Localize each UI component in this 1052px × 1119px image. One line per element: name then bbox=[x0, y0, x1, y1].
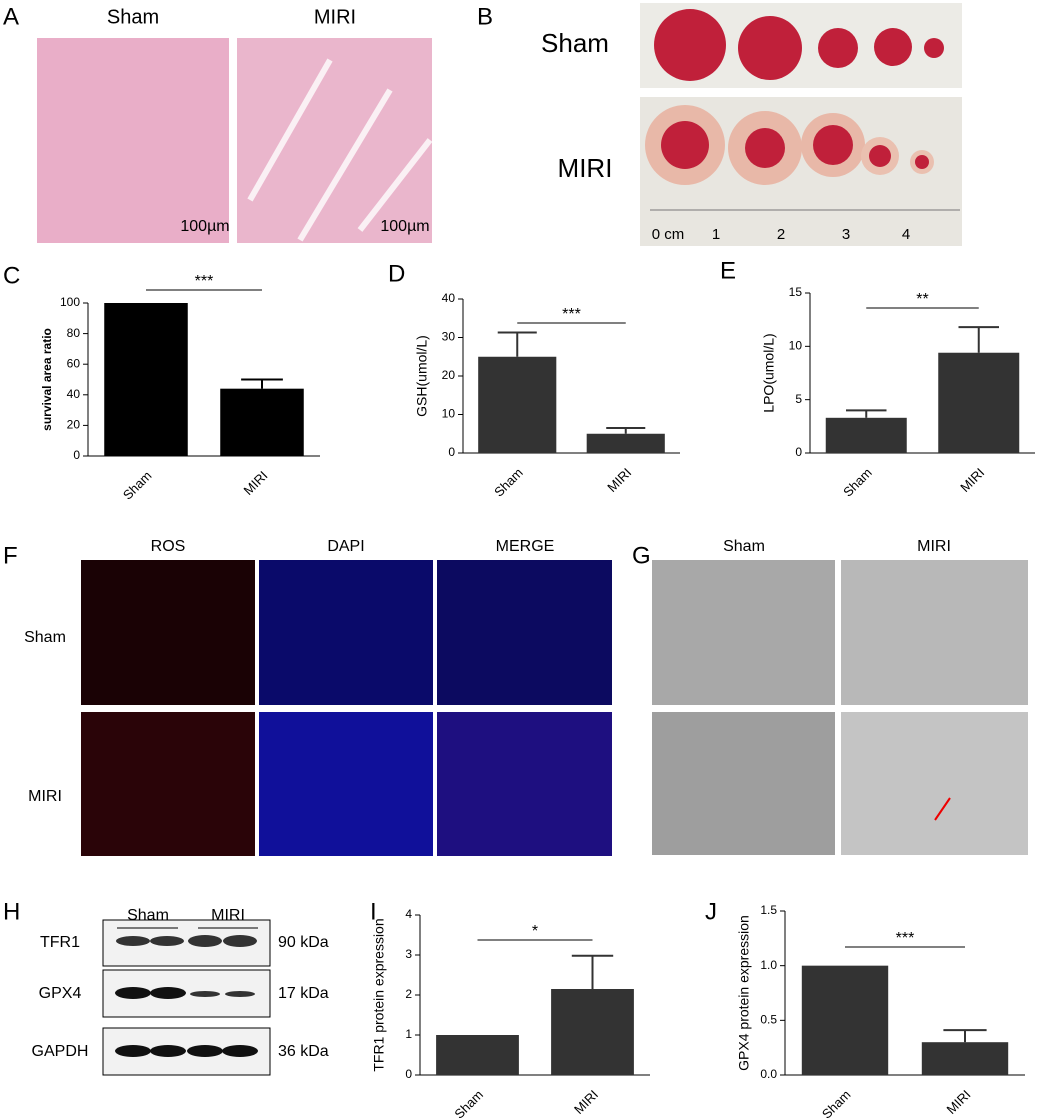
significance-label: *** bbox=[896, 930, 915, 947]
he-image bbox=[37, 38, 229, 243]
group-label: Sham bbox=[24, 629, 66, 646]
ruler-label: 1 bbox=[712, 226, 720, 243]
fluorescence-images bbox=[81, 560, 612, 856]
y-tick-label: 0 bbox=[448, 445, 455, 459]
panel-letter: J bbox=[705, 898, 717, 925]
panel-letter: C bbox=[3, 262, 20, 289]
x-tick-label: MIRI bbox=[604, 465, 634, 495]
bar bbox=[478, 356, 557, 453]
ruler-label: 4 bbox=[902, 226, 910, 243]
channel-label: MERGE bbox=[496, 538, 555, 555]
x-tick-label: Sham bbox=[120, 468, 155, 503]
x-tick-label: Sham bbox=[819, 1087, 854, 1119]
x-tick-label: Sham bbox=[451, 1087, 486, 1119]
y-tick-label: 80 bbox=[67, 326, 81, 340]
protein-label: GAPDH bbox=[32, 1043, 89, 1060]
bar bbox=[921, 1042, 1009, 1075]
channel-label: DAPI bbox=[327, 538, 364, 555]
y-tick-label: 4 bbox=[405, 907, 412, 921]
y-tick-label: 1.5 bbox=[760, 903, 777, 917]
significance-label: ** bbox=[916, 291, 928, 308]
ruler-label: 2 bbox=[777, 226, 785, 243]
group-label: Sham bbox=[541, 28, 609, 58]
western-blot bbox=[102, 919, 271, 1076]
x-tick-label: MIRI bbox=[957, 465, 987, 495]
x-tick-label: MIRI bbox=[944, 1087, 974, 1117]
y-tick-label: 5 bbox=[795, 392, 802, 406]
channel-label: ROS bbox=[151, 538, 186, 555]
significance-label: * bbox=[532, 923, 538, 940]
y-tick-label: 10 bbox=[789, 339, 803, 353]
y-tick-label: 0 bbox=[405, 1067, 412, 1081]
y-tick-label: 20 bbox=[67, 418, 81, 432]
x-tick-label: Sham bbox=[840, 465, 875, 500]
x-tick-label: MIRI bbox=[241, 468, 271, 498]
y-tick-label: 0 bbox=[795, 445, 802, 459]
panel-letter: I bbox=[370, 898, 377, 925]
heart-slices bbox=[645, 9, 944, 185]
bar bbox=[436, 1035, 519, 1075]
y-tick-label: 30 bbox=[442, 330, 456, 344]
significance-label: *** bbox=[195, 273, 214, 290]
protein-label: TFR1 bbox=[40, 934, 80, 951]
protein-label: GPX4 bbox=[39, 985, 82, 1002]
x-tick-label: MIRI bbox=[571, 1087, 601, 1117]
x-tick-label: Sham bbox=[491, 465, 526, 500]
group-label: Sham bbox=[723, 538, 765, 555]
y-axis-label: GPX4 protein expression bbox=[736, 915, 752, 1071]
panel-letter: D bbox=[388, 260, 405, 287]
bar bbox=[551, 989, 634, 1075]
ruler-label: 3 bbox=[842, 226, 850, 243]
y-axis-label: GSH(umol/L) bbox=[414, 335, 430, 417]
y-tick-label: 20 bbox=[442, 368, 456, 382]
group-label: MIRI bbox=[211, 907, 245, 924]
panel-letter: G bbox=[632, 542, 651, 569]
bar bbox=[220, 388, 304, 456]
scale-bar-label: 100µm bbox=[380, 218, 429, 235]
y-axis-label: survival area ratio bbox=[40, 328, 54, 431]
kda-label: 17 kDa bbox=[278, 985, 329, 1002]
group-label: Sham bbox=[107, 6, 159, 28]
bar bbox=[104, 303, 188, 456]
y-tick-label: 40 bbox=[442, 291, 456, 305]
panel-letter: H bbox=[3, 898, 20, 925]
tissue-gaps bbox=[247, 58, 433, 242]
bar bbox=[938, 352, 1020, 453]
group-label: MIRI bbox=[917, 538, 951, 555]
group-label: MIRI bbox=[28, 788, 62, 805]
tem-images bbox=[652, 560, 1028, 855]
panel-letter: B bbox=[477, 3, 493, 30]
y-tick-label: 1.0 bbox=[760, 958, 777, 972]
y-tick-label: 60 bbox=[67, 356, 81, 370]
kda-label: 90 kDa bbox=[278, 934, 329, 951]
y-tick-label: 1 bbox=[405, 1027, 412, 1041]
ruler-label: 0 cm bbox=[652, 226, 685, 243]
he-image bbox=[237, 38, 432, 243]
y-tick-label: 15 bbox=[789, 285, 803, 299]
panel-letter: E bbox=[720, 257, 736, 284]
panel-letter: F bbox=[3, 542, 18, 569]
y-tick-label: 3 bbox=[405, 947, 412, 961]
group-label: MIRI bbox=[314, 6, 356, 28]
y-tick-label: 2 bbox=[405, 987, 412, 1001]
bar bbox=[586, 433, 665, 453]
bar bbox=[801, 965, 889, 1075]
y-axis-label: LPO(umol/L) bbox=[761, 333, 777, 412]
y-tick-label: 0 bbox=[73, 448, 80, 462]
y-tick-label: 10 bbox=[442, 407, 456, 421]
kda-label: 36 kDa bbox=[278, 1043, 329, 1060]
group-label: MIRI bbox=[558, 153, 613, 183]
y-tick-label: 0.0 bbox=[760, 1067, 777, 1081]
scale-bar-label: 100µm bbox=[180, 218, 229, 235]
y-tick-label: 40 bbox=[67, 387, 81, 401]
group-label: Sham bbox=[127, 907, 169, 924]
bar bbox=[825, 417, 907, 453]
y-tick-label: 100 bbox=[60, 295, 80, 309]
significance-label: *** bbox=[562, 306, 581, 323]
panel-letter: A bbox=[3, 3, 19, 30]
y-axis-label: TFR1 protein expression bbox=[371, 918, 387, 1071]
y-tick-label: 0.5 bbox=[760, 1013, 777, 1027]
